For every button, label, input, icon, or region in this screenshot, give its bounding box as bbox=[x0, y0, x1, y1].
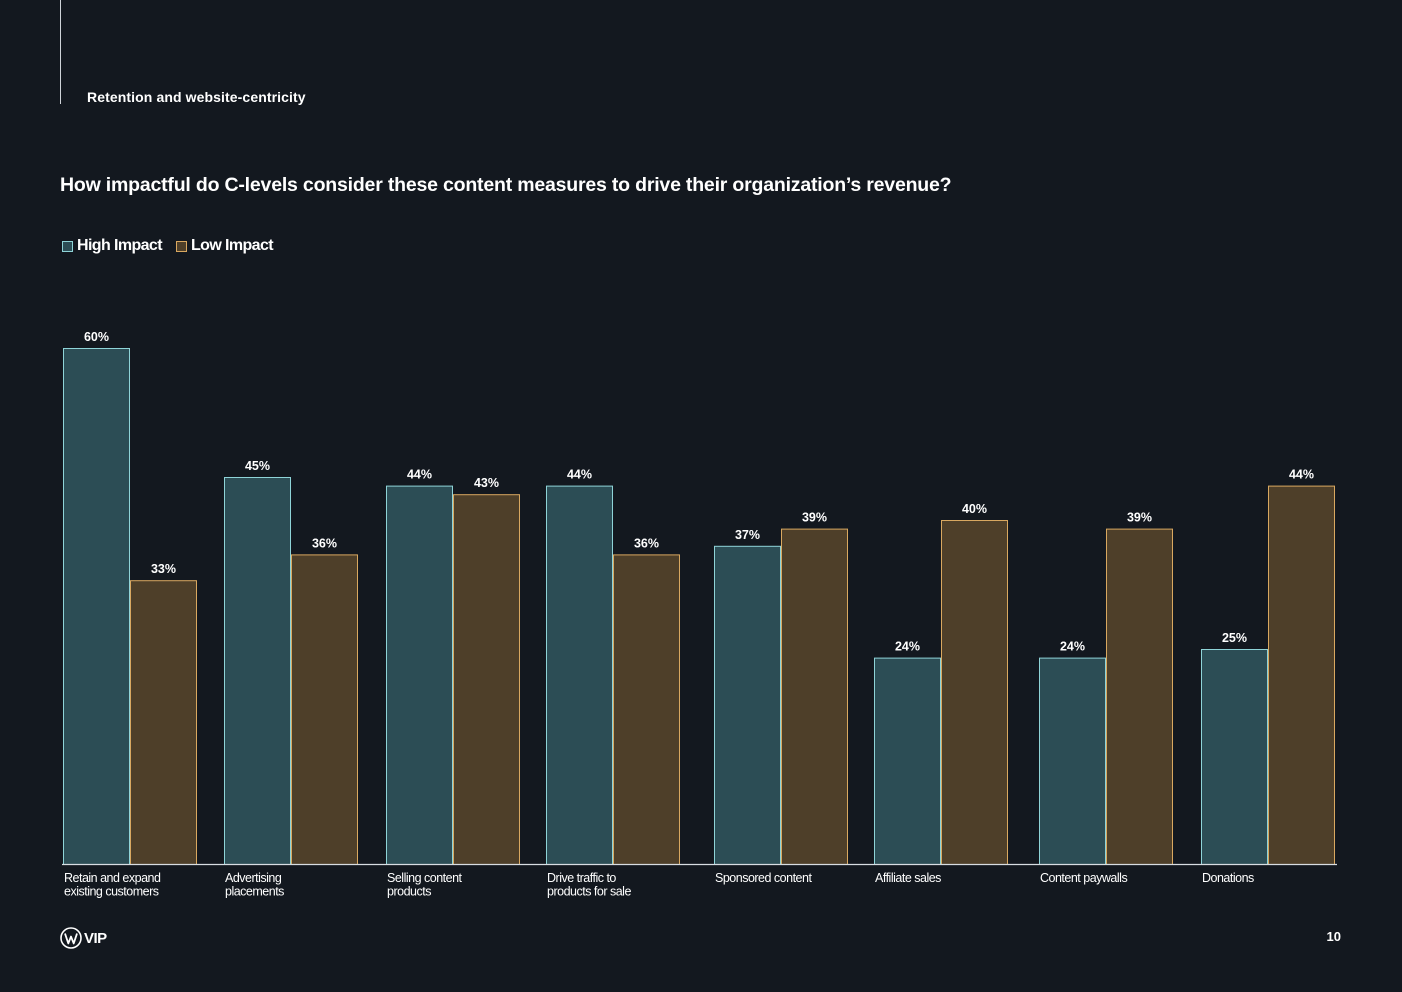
legend-item-high-impact: High Impact bbox=[62, 237, 163, 255]
legend-item-low-impact: Low Impact bbox=[175, 237, 274, 255]
data-label-high-impact-6: 24% bbox=[1060, 640, 1085, 654]
data-label-low-impact-6: 39% bbox=[1127, 511, 1152, 525]
bar-high-impact-3 bbox=[546, 485, 613, 865]
category-label-5: Affiliate sales bbox=[875, 871, 941, 885]
section-divider bbox=[60, 0, 61, 104]
data-label-low-impact-0: 33% bbox=[151, 562, 176, 576]
data-label-high-impact-7: 25% bbox=[1222, 631, 1247, 645]
category-label-3: Drive traffic to products for sale bbox=[547, 871, 631, 899]
data-label-high-impact-2: 44% bbox=[407, 468, 432, 482]
section-label: Retention and website-centricity bbox=[87, 89, 306, 105]
category-label-1: Advertising placements bbox=[225, 871, 284, 899]
category-label-0: Retain and expand existing customers bbox=[64, 871, 161, 899]
bar-low-impact-6 bbox=[1106, 528, 1173, 865]
bar-high-impact-6 bbox=[1039, 657, 1106, 865]
bar-high-impact-1 bbox=[224, 477, 291, 865]
chart-title: How impactful do C-levels consider these… bbox=[60, 174, 952, 196]
bar-low-impact-5 bbox=[941, 520, 1008, 865]
legend-label-high-impact: High Impact bbox=[77, 237, 163, 254]
bar-high-impact-0 bbox=[63, 348, 130, 865]
wordpress-icon bbox=[60, 927, 82, 949]
bar-low-impact-2 bbox=[453, 494, 520, 865]
data-label-low-impact-4: 39% bbox=[802, 511, 827, 525]
data-label-high-impact-5: 24% bbox=[895, 640, 920, 654]
bar-low-impact-1 bbox=[291, 554, 358, 866]
data-label-high-impact-3: 44% bbox=[567, 468, 592, 482]
data-label-high-impact-1: 45% bbox=[245, 459, 270, 473]
data-label-low-impact-5: 40% bbox=[962, 502, 987, 516]
category-label-4: Sponsored content bbox=[715, 871, 812, 885]
data-label-high-impact-4: 37% bbox=[735, 528, 760, 542]
category-label-7: Donations bbox=[1202, 871, 1254, 885]
bar-high-impact-7 bbox=[1201, 649, 1268, 865]
page-number: 10 bbox=[1326, 929, 1341, 944]
bar-high-impact-5 bbox=[874, 657, 941, 865]
data-label-low-impact-7: 44% bbox=[1289, 468, 1314, 482]
category-label-2: Selling content products bbox=[387, 871, 463, 899]
bar-low-impact-4 bbox=[781, 528, 848, 865]
bar-high-impact-4 bbox=[714, 545, 781, 865]
legend-swatch-high-impact bbox=[62, 240, 73, 252]
category-label-6: Content paywalls bbox=[1040, 871, 1127, 885]
bar-high-impact-2 bbox=[386, 485, 453, 865]
bar-low-impact-3 bbox=[613, 554, 680, 866]
bar-low-impact-7 bbox=[1268, 485, 1335, 865]
wordpress-vip-logo: VIP bbox=[60, 927, 107, 949]
data-label-low-impact-3: 36% bbox=[634, 536, 659, 550]
bar-low-impact-0 bbox=[130, 580, 197, 865]
data-label-low-impact-1: 36% bbox=[312, 536, 337, 550]
chart-legend: High Impact Low Impact bbox=[62, 237, 287, 255]
data-label-high-impact-0: 60% bbox=[84, 330, 109, 344]
logo-text: VIP bbox=[84, 929, 107, 947]
legend-swatch-low-impact bbox=[175, 240, 187, 252]
data-label-low-impact-2: 43% bbox=[474, 476, 499, 490]
legend-label-low-impact: Low Impact bbox=[190, 237, 274, 254]
